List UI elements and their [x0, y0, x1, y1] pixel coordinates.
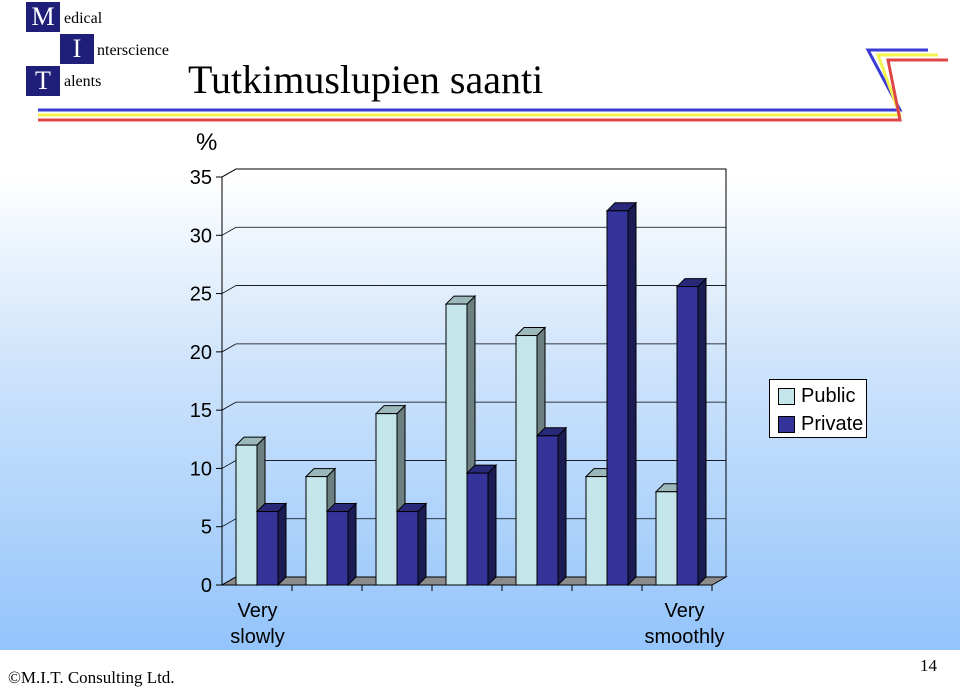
legend-item-public: Public: [778, 385, 855, 407]
bar-private-6-side: [627, 201, 637, 587]
logo-letter-m: M: [26, 2, 60, 32]
bar-public-7-front: [655, 491, 678, 586]
bar-private-5: [535, 426, 568, 587]
gridline: [221, 285, 726, 294]
bar-private-6: [605, 201, 638, 587]
y-tick-label: 30: [190, 225, 212, 247]
bar-private-4-side: [487, 463, 497, 587]
logo-word-medical: edical: [64, 10, 103, 27]
bar-private-3: [395, 502, 428, 587]
legend-label-public: Public: [801, 384, 856, 407]
bar-private-2-front: [326, 511, 349, 586]
bar-private-2: [325, 502, 358, 587]
logo-word-talents: alents: [64, 73, 102, 90]
page-number: 14: [920, 656, 937, 675]
gridline: [221, 401, 726, 411]
bar-public-1-front: [235, 444, 258, 586]
bar-public-5-front: [515, 335, 538, 586]
y-tick-label: 20: [190, 342, 212, 364]
header-stripe: [38, 48, 928, 112]
gridline: [221, 168, 726, 178]
bar-private-1-side: [277, 502, 287, 587]
company-logo: M edical I nterscience T alents: [0, 0, 200, 100]
chart-axes: 0 5 10 15 20 25 30 35: [190, 167, 713, 597]
y-axis-label: %: [196, 129, 217, 156]
bar-private-7: [675, 277, 708, 587]
logo-letter-t: T: [26, 66, 60, 96]
legend-swatch-public: [778, 387, 795, 405]
bar-private-2-side: [347, 502, 357, 587]
bar-private-1-front: [256, 511, 279, 586]
chart-bars: [234, 201, 708, 587]
category-label-very-smoothly: Very smoothly: [644, 600, 725, 648]
slide-title: Tutkimuslupien saanti: [188, 57, 544, 102]
y-tick-label: 0: [201, 575, 212, 597]
legend-label-private: Private: [801, 412, 864, 435]
y-tick-label: 35: [190, 167, 212, 189]
bar-public-4: [444, 294, 477, 587]
header-stripes: [38, 48, 948, 122]
y-tick-label: 25: [190, 284, 212, 306]
header-stripe: [38, 53, 938, 117]
header-stripe: [38, 58, 948, 122]
legend-swatch-private: [778, 415, 795, 433]
gridline: [221, 343, 726, 353]
legend-item-private: Private: [778, 413, 863, 435]
bar-private-7-side: [697, 277, 707, 587]
logo-word-interscience: nterscience: [97, 42, 169, 59]
bar-public-4-front: [445, 303, 468, 586]
y-tick-label: 10: [190, 458, 212, 480]
category-label-very-slowly: Very slowly: [230, 600, 285, 648]
bar-public-2-front: [305, 476, 328, 586]
y-tick-label: 15: [190, 400, 212, 422]
copyright-footer: ©M.I.T. Consulting Ltd.: [8, 668, 175, 687]
bar-private-4-front: [466, 472, 489, 586]
y-tick-label: 5: [201, 517, 212, 539]
bar-public-3-front: [375, 413, 398, 586]
bar-private-3-front: [396, 511, 419, 586]
chart-legend: Public Private: [769, 379, 867, 438]
bar-private-6-front: [606, 210, 629, 586]
bar-private-1: [255, 502, 288, 587]
bar-private-4: [465, 463, 498, 587]
bar-private-5-side: [557, 426, 567, 587]
bar-private-7-front: [676, 286, 699, 586]
bar-private-3-side: [417, 502, 427, 587]
bar-private-5-front: [536, 435, 559, 586]
bar-public-6-front: [585, 476, 608, 586]
gridline: [221, 226, 726, 236]
logo-letter-i: I: [60, 34, 94, 64]
